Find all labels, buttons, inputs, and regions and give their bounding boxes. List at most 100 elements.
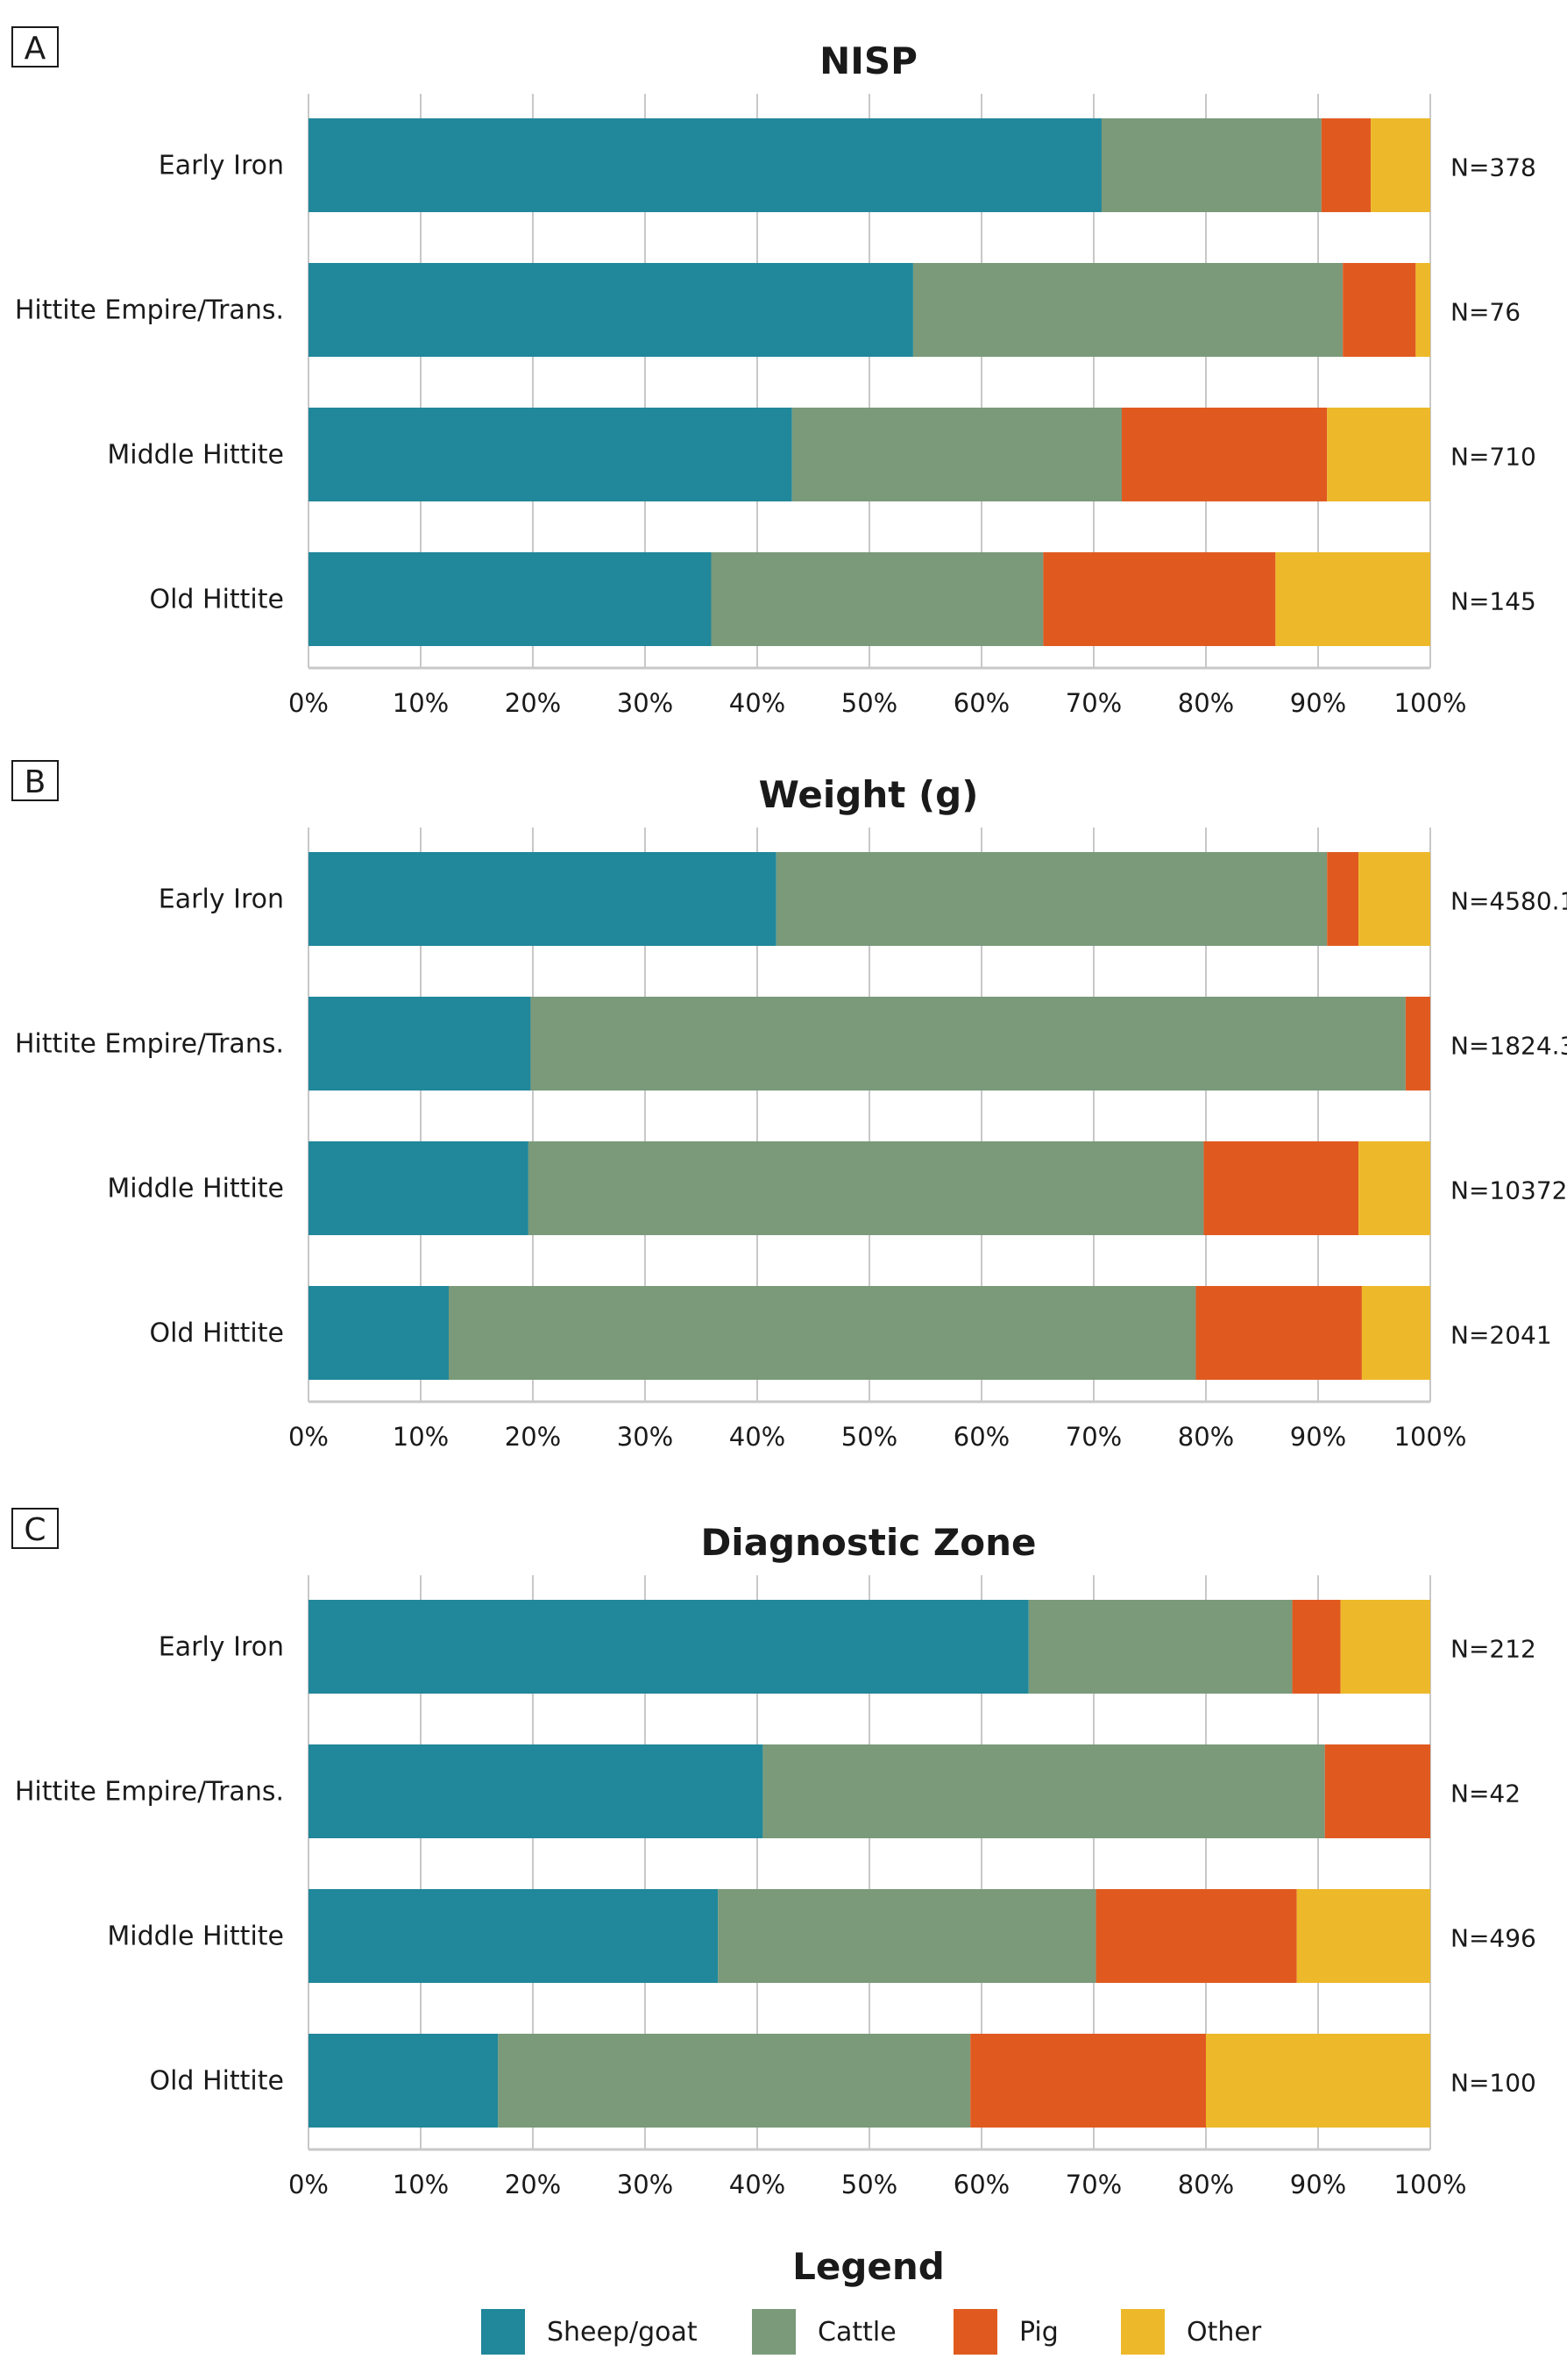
bar-pig <box>1321 118 1372 212</box>
y-category-label: Middle Hittite <box>107 1922 284 1952</box>
n-label: N=378 <box>1450 153 1536 182</box>
x-tick-label: 100% <box>1394 2170 1467 2199</box>
legend-swatch <box>954 2309 997 2355</box>
x-tick-label: 90% <box>1290 2170 1346 2199</box>
panel-label: A <box>25 31 46 67</box>
n-label: N=1824.3 <box>1450 1032 1567 1061</box>
x-tick-label: 60% <box>954 2170 1010 2199</box>
bar-sheep-goat <box>308 2034 499 2128</box>
bar-pig <box>1095 1889 1297 1983</box>
bar-sheep-goat <box>308 1141 528 1235</box>
panel-label-box <box>11 26 59 67</box>
x-tick-label: 20% <box>505 1422 561 1452</box>
bar-cattle <box>776 852 1328 946</box>
x-tick-label: 80% <box>1178 2170 1234 2199</box>
bar-other <box>1371 118 1430 212</box>
bar-cattle <box>912 263 1344 357</box>
x-tick-label: 30% <box>617 688 673 718</box>
bar-pig <box>1343 263 1416 357</box>
y-category-label: Old Hittite <box>149 585 284 615</box>
legend-label: Pig <box>1019 2317 1059 2348</box>
legend-label: Other <box>1187 2317 1262 2348</box>
bar-sheep-goat <box>308 1600 1029 1694</box>
bar-other <box>1206 2034 1430 2128</box>
y-category-label: Middle Hittite <box>107 440 284 471</box>
x-tick-label: 10% <box>393 1422 449 1452</box>
x-tick-label: 60% <box>954 1422 1010 1452</box>
n-label: N=710 <box>1450 443 1536 472</box>
y-category-label: Early Iron <box>159 885 284 915</box>
x-tick-label: 80% <box>1178 688 1234 718</box>
bar-pig <box>1327 852 1359 946</box>
bar-cattle <box>530 997 1406 1091</box>
x-tick-label: 60% <box>954 688 1010 718</box>
x-tick-label: 10% <box>393 2170 449 2199</box>
chart-title: Diagnostic Zone <box>700 1521 1036 1564</box>
x-tick-label: 70% <box>1066 688 1122 718</box>
bar-pig <box>1292 1600 1341 1694</box>
panel-c: C Diagnostic Zone 0% 10% 20% 30% 40% 50% 60% 70% 8… <box>11 1508 1536 2199</box>
y-category-label: Hittite Empire/Trans. <box>15 295 284 326</box>
x-tick-label: 40% <box>729 1422 785 1452</box>
bar-sheep-goat <box>308 852 776 946</box>
x-tick-label: 40% <box>729 688 785 718</box>
x-tick-label: 80% <box>1178 1422 1234 1452</box>
bar-cattle <box>498 2034 971 2128</box>
bar-cattle <box>762 1744 1325 1838</box>
bar-sheep-goat <box>308 997 531 1091</box>
legend-label: Cattle <box>818 2317 897 2348</box>
x-tick-label: 0% <box>288 2170 329 2199</box>
legend-swatch <box>752 2309 796 2355</box>
bar-pig <box>1043 552 1276 646</box>
bar-cattle <box>711 552 1044 646</box>
panel-a: A NISP 0% 10% 20% 30% 40% 50% 60% 70% 80% 90% 100% Ea… <box>11 26 1536 718</box>
bar-cattle <box>1101 118 1322 212</box>
x-tick-label: 90% <box>1290 688 1346 718</box>
panel-label-box <box>11 760 59 801</box>
bar-sheep-goat <box>308 1286 449 1380</box>
x-tick-label: 50% <box>841 1422 897 1452</box>
legend-title: Legend <box>792 2245 945 2288</box>
bar-sheep-goat <box>308 552 712 646</box>
panel-b: B Weight (g) 0% 10% 20% 30% 40% 50% 60% 70% 80% 90%… <box>11 760 1567 1452</box>
bar-cattle <box>791 408 1122 501</box>
n-label: N=100 <box>1450 2069 1536 2098</box>
bar-sheep-goat <box>308 1889 719 1983</box>
bar-sheep-goat <box>308 118 1102 212</box>
bar-other <box>1340 1600 1430 1694</box>
n-label: N=212 <box>1450 1635 1536 1664</box>
y-category-label: Middle Hittite <box>107 1174 284 1204</box>
x-tick-label: 40% <box>729 2170 785 2199</box>
n-label: N=2041 <box>1450 1321 1552 1350</box>
y-category-label: Hittite Empire/Trans. <box>15 1029 284 1060</box>
bar-other <box>1327 408 1430 501</box>
bar-pig <box>1324 1744 1430 1838</box>
bar-pig <box>970 2034 1206 2128</box>
x-tick-label: 30% <box>617 1422 673 1452</box>
bar-other <box>1275 552 1430 646</box>
x-tick-label: 70% <box>1066 1422 1122 1452</box>
panel-label: B <box>25 764 46 800</box>
x-tick-label: 100% <box>1394 688 1467 718</box>
y-category-label: Hittite Empire/Trans. <box>15 1777 284 1808</box>
bar-other <box>1415 263 1430 357</box>
bar-other <box>1361 1286 1430 1380</box>
n-label: N=10372. <box>1450 1176 1567 1205</box>
x-tick-label: 20% <box>505 2170 561 2199</box>
chart-title: NISP <box>819 39 918 82</box>
bar-cattle <box>718 1889 1096 1983</box>
y-category-label: Old Hittite <box>149 2066 284 2097</box>
bar-pig <box>1405 997 1430 1091</box>
n-label: N=496 <box>1450 1924 1536 1953</box>
bar-sheep-goat <box>308 408 792 501</box>
y-category-label: Early Iron <box>159 1632 284 1663</box>
x-tick-label: 90% <box>1290 1422 1346 1452</box>
bar-pig <box>1195 1286 1362 1380</box>
chart-title: Weight (g) <box>759 773 979 816</box>
x-tick-label: 20% <box>505 688 561 718</box>
x-tick-label: 30% <box>617 2170 673 2199</box>
y-category-label: Old Hittite <box>149 1318 284 1349</box>
legend-swatch <box>481 2309 525 2355</box>
legend-label: Sheep/goat <box>547 2317 698 2348</box>
